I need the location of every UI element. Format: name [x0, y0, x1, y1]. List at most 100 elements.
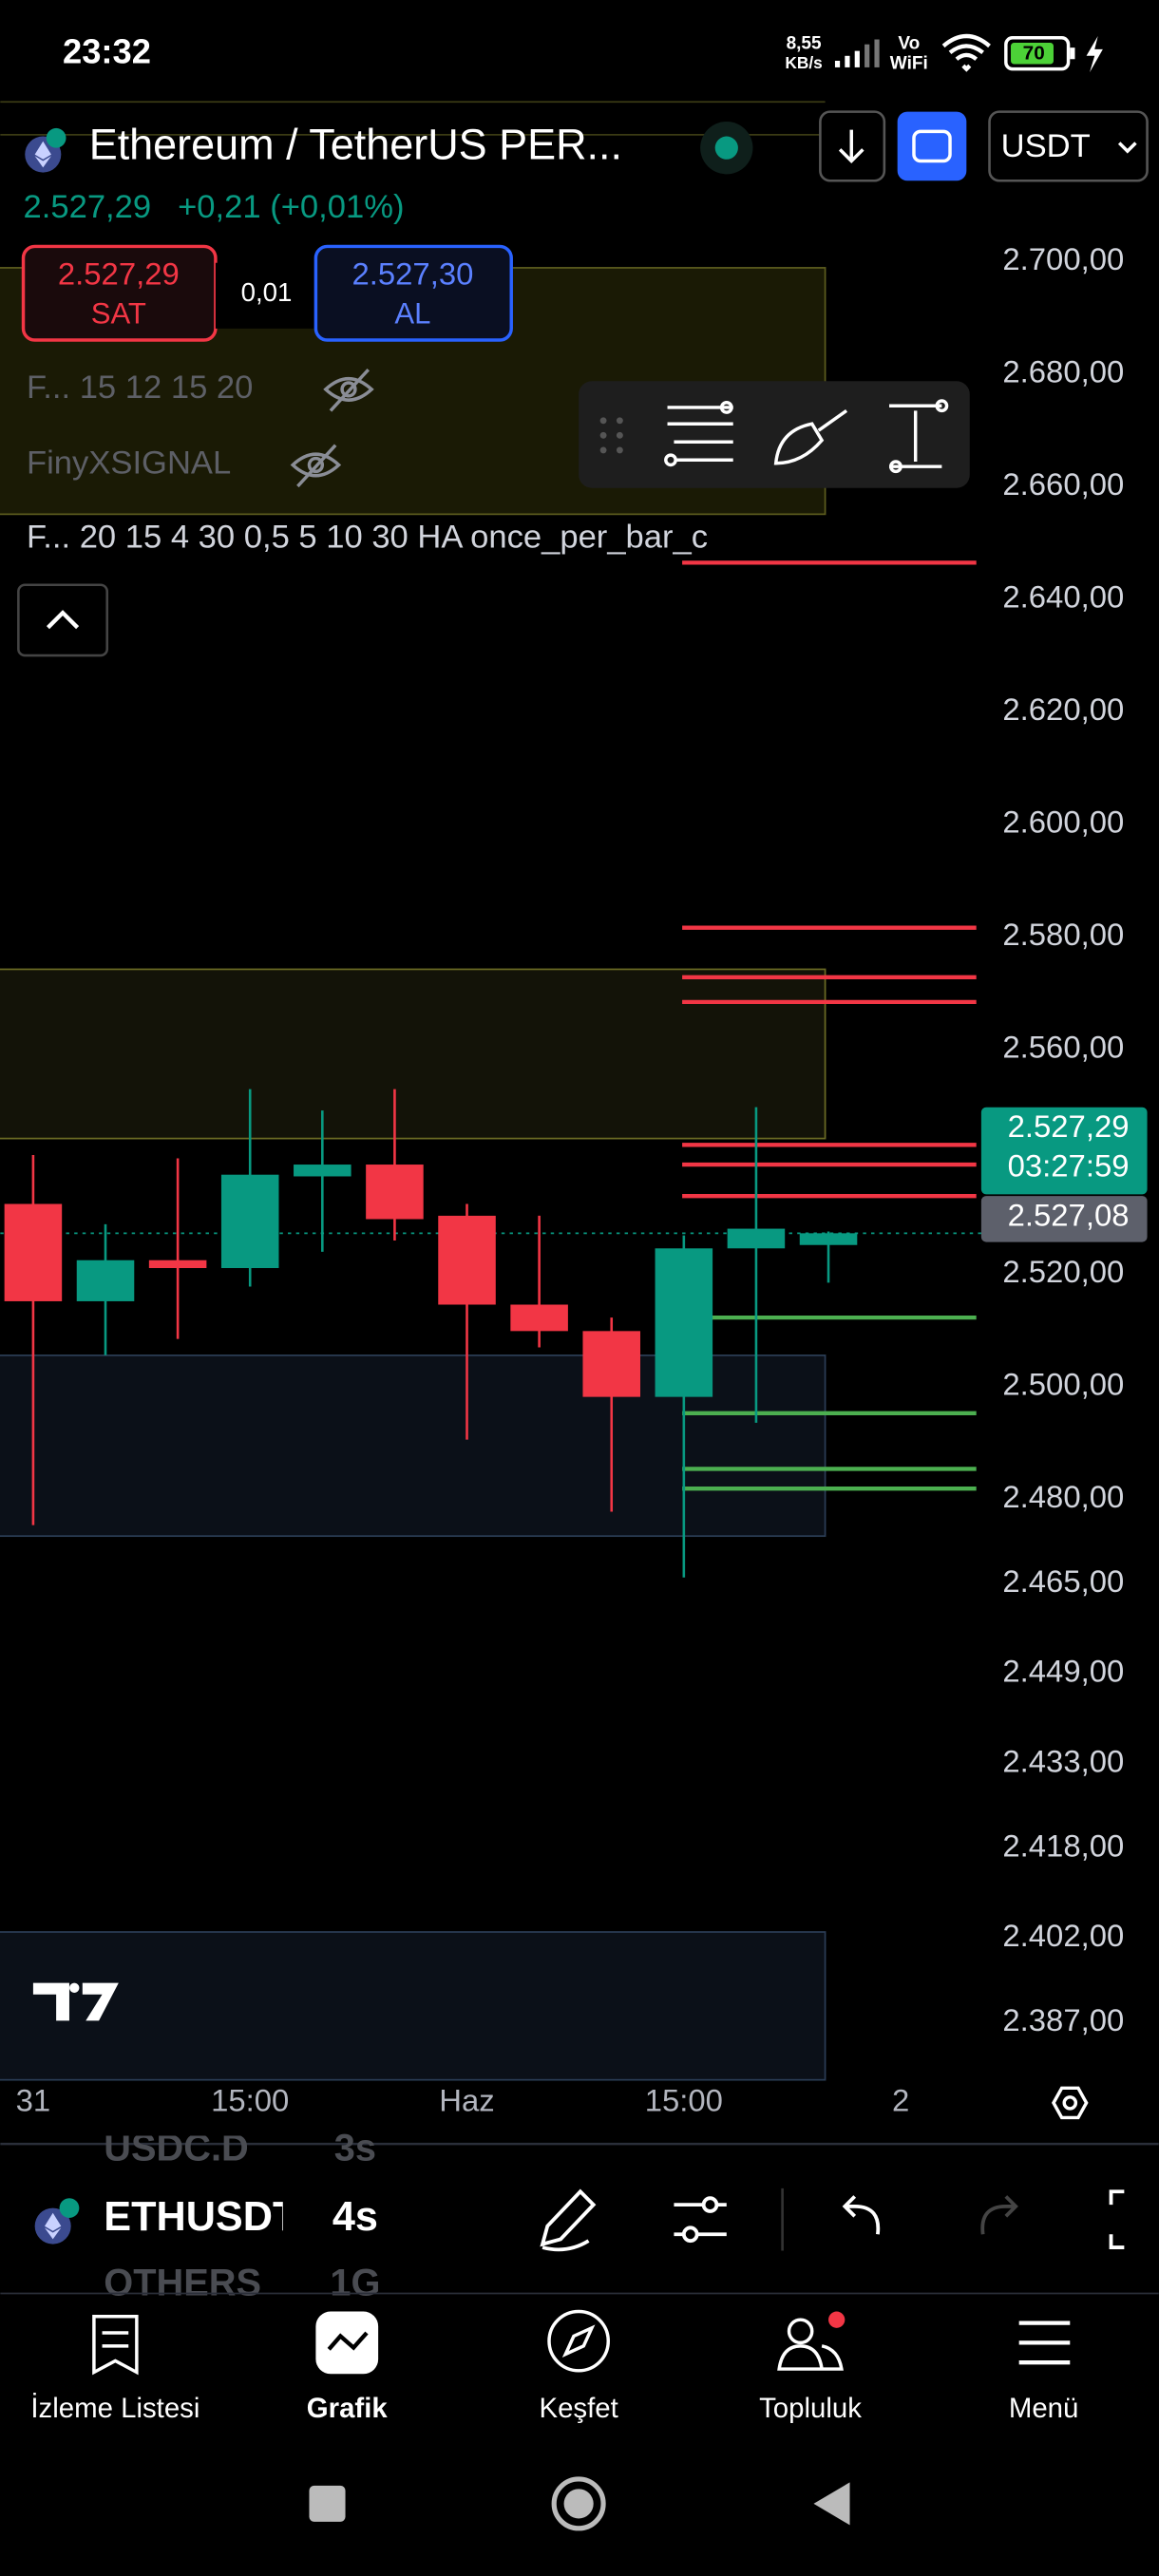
buy-label: AL — [394, 296, 430, 330]
y-tick-label: 2.560,00 — [1002, 1029, 1124, 1064]
nav-label: Grafik — [307, 2393, 389, 2424]
hidden-icon[interactable] — [290, 444, 342, 488]
spread-bg — [215, 262, 316, 329]
y-tick-label: 2.402,00 — [1002, 1918, 1124, 1953]
clock: 23:32 — [63, 32, 151, 71]
x-tick-label: 31 — [16, 2083, 51, 2118]
line-price-tag — [980, 1196, 1148, 1242]
battery — [1004, 36, 1071, 71]
net-unit: KB/s — [785, 53, 822, 72]
candle-body — [438, 1215, 496, 1305]
nav-explore[interactable]: Keşfet — [539, 2309, 618, 2425]
nav-label: Topluluk — [759, 2393, 862, 2424]
tradingview-logo[interactable] — [32, 1982, 119, 2021]
home-button-dot — [563, 2489, 594, 2519]
candle-body — [366, 1165, 424, 1220]
buy-button[interactable] — [314, 244, 513, 342]
undo-button[interactable] — [842, 2195, 881, 2235]
y-tick-label: 2.465,00 — [1002, 1563, 1124, 1599]
fullscreen-button[interactable] — [1109, 2189, 1125, 2249]
symbol[interactable]: ETHUSDT — [104, 2194, 297, 2240]
currency: USDT — [1001, 128, 1091, 164]
candle-body — [655, 1248, 713, 1397]
badge — [46, 127, 66, 148]
download-icon — [838, 129, 864, 163]
nav-watchlist[interactable]: İzleme Listesi — [30, 2314, 200, 2424]
spread: 0,01 — [241, 277, 293, 307]
nav-community[interactable]: Topluluk — [759, 2311, 862, 2425]
lines-tool[interactable] — [664, 401, 733, 467]
y-tick-label: 2.449,00 — [1002, 1654, 1124, 1689]
wifi-icon — [941, 33, 991, 72]
candle-body — [727, 1228, 786, 1249]
y-tick-label: 2.660,00 — [1002, 466, 1124, 502]
y-tick-label: 2.433,00 — [1002, 1743, 1124, 1778]
indicator[interactable]: F... 15 12 15 20 — [27, 369, 253, 406]
prev-interval: 3s — [334, 2128, 376, 2169]
y-tick-label: 2.480,00 — [1002, 1479, 1124, 1514]
x-tick-label: 2 — [892, 2083, 909, 2118]
y-tick-label: 2.600,00 — [1002, 804, 1124, 839]
indicators-button[interactable] — [674, 2196, 727, 2244]
y-tick-label: 2.500,00 — [1002, 1367, 1124, 1402]
brush-tool[interactable] — [773, 408, 848, 465]
signal-icon — [834, 39, 880, 67]
hidden-icon[interactable] — [323, 368, 374, 412]
last-price-tag — [980, 1107, 1148, 1195]
candle-body — [4, 1203, 63, 1301]
candle-body — [799, 1233, 858, 1245]
sync-button[interactable] — [897, 111, 967, 181]
interval[interactable]: 4s — [332, 2194, 378, 2240]
home-button[interactable] — [551, 2476, 606, 2531]
x-tick-label: 15:00 — [645, 2083, 723, 2118]
battery-tip — [1070, 47, 1075, 60]
candle-body — [582, 1331, 640, 1397]
sell-price: 2.527,29 — [58, 256, 180, 291]
drag-handle[interactable] — [599, 417, 623, 454]
y-tick-label: 2.520,00 — [1002, 1254, 1124, 1289]
y-tick-label: 2.580,00 — [1002, 917, 1124, 952]
battery-text: 70 — [1023, 43, 1045, 65]
measure-tool[interactable] — [889, 399, 949, 474]
candle-body — [148, 1260, 207, 1269]
x-tick-label: Haz — [439, 2083, 494, 2118]
symbol-title[interactable]: Ethereum / TetherUS PER... — [89, 121, 622, 169]
candle-body — [76, 1260, 135, 1301]
badge — [59, 2198, 80, 2218]
sync-icon — [912, 129, 952, 163]
prev-symbol: USDC.D — [104, 2128, 248, 2169]
currency-select[interactable] — [988, 110, 1149, 182]
indicator[interactable]: FinyXSIGNAL — [27, 445, 231, 482]
last-price-label: 2.527,29 — [1008, 1108, 1130, 1144]
indicator[interactable]: F... 20 15 4 30 0,5 5 10 30 HA once_per_… — [27, 519, 708, 555]
y-tick-label: 2.640,00 — [1002, 579, 1124, 615]
eth-glyph — [34, 141, 51, 168]
nav-menu[interactable]: Menü — [1009, 2320, 1079, 2424]
buy-price: 2.527,30 — [352, 256, 473, 291]
nav-chart[interactable]: Grafik — [307, 2311, 389, 2425]
zone — [0, 968, 826, 1140]
redo-button[interactable] — [980, 2195, 1018, 2235]
candle-body — [220, 1174, 279, 1269]
net-speed: 8,55 — [787, 34, 822, 54]
candle-body — [510, 1304, 568, 1332]
settings-icon-dot — [1062, 2095, 1078, 2111]
last-price: 2.527,29 — [24, 189, 152, 225]
collapse-icon — [46, 610, 80, 630]
countdown: 03:27:59 — [1008, 1147, 1130, 1183]
y-tick-label: 2.620,00 — [1002, 691, 1124, 727]
nav-label: İzleme Listesi — [30, 2393, 200, 2424]
collapse-button[interactable] — [17, 583, 109, 657]
zone — [0, 1931, 826, 2081]
recents-button[interactable] — [309, 2485, 346, 2522]
nav-label: Keşfet — [539, 2393, 618, 2424]
charging-icon — [1086, 36, 1103, 73]
settings-icon[interactable] — [1052, 2086, 1089, 2120]
nav-label: Menü — [1009, 2393, 1079, 2424]
y-tick-label: 2.700,00 — [1002, 241, 1124, 276]
draw-button[interactable] — [540, 2188, 597, 2252]
back-button[interactable] — [813, 2482, 850, 2526]
y-tick-label: 2.680,00 — [1002, 354, 1124, 389]
x-tick-label: 15:00 — [211, 2083, 289, 2118]
